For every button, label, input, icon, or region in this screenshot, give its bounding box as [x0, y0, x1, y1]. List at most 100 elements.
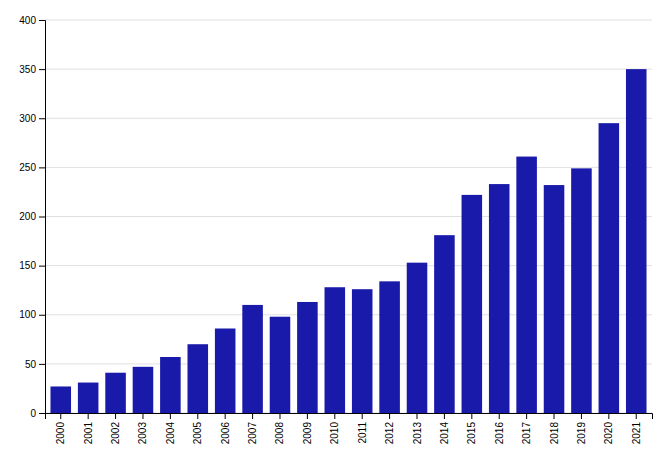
x-tick-mark — [279, 413, 280, 419]
x-tick-label: 2021 — [631, 422, 642, 445]
x-tick-mark — [307, 413, 308, 419]
bar — [270, 317, 291, 413]
plot-area: 0501001502002503003504002000200120022003… — [19, 15, 652, 445]
y-tick-label: 350 — [19, 64, 36, 75]
x-tick: 2014 — [439, 413, 450, 444]
y-tick-mark — [39, 167, 45, 168]
bar — [242, 305, 263, 413]
x-tick-mark — [444, 413, 445, 419]
x-tick: 2016 — [494, 413, 505, 444]
x-tick-label: 2011 — [357, 422, 368, 444]
x-tick-mark — [389, 413, 390, 419]
y-axis-line — [39, 21, 46, 414]
x-tick-mark — [471, 413, 472, 419]
x-tick: 2017 — [521, 413, 532, 444]
y-tick-label: 400 — [19, 15, 36, 26]
chart-container: 0501001502002503003504002000200120022003… — [0, 0, 667, 463]
y-tick: 50 — [25, 359, 45, 370]
y-tick-label: 250 — [19, 162, 36, 173]
x-tick-label: 2018 — [549, 422, 560, 445]
x-tick-label: 2004 — [165, 422, 176, 445]
x-tick: 2005 — [192, 413, 203, 444]
y-tick: 200 — [19, 211, 45, 222]
x-tick: 2000 — [55, 413, 66, 444]
x-tick: 2010 — [329, 413, 340, 444]
x-tick-label: 2020 — [603, 422, 614, 445]
x-tick-mark — [581, 413, 582, 419]
grid-line — [45, 20, 652, 21]
x-axis: 2000 2001 2002 2003 2004 2005 2006 2007 2008 2009… — [46, 413, 653, 444]
x-tick-mark — [142, 413, 143, 419]
x-tick: 2018 — [549, 413, 560, 444]
x-tick-label: 2016 — [494, 422, 505, 445]
x-tick-mark — [115, 413, 116, 419]
y-tick-mark — [39, 69, 45, 70]
bar — [105, 373, 126, 413]
x-tick-label: 2001 — [83, 422, 94, 445]
bar — [516, 157, 537, 413]
x-tick-mark — [608, 413, 609, 419]
bar — [215, 329, 236, 413]
y-tick-mark — [39, 118, 45, 119]
x-tick-mark — [526, 413, 527, 419]
bar — [379, 281, 400, 413]
x-tick-mark — [554, 413, 555, 419]
grid-line — [45, 118, 652, 119]
x-tick-mark — [334, 413, 335, 419]
x-tick: 2020 — [603, 413, 614, 444]
x-tick-mark — [170, 413, 171, 419]
x-tick: 2001 — [83, 413, 94, 444]
x-tick-mark — [60, 413, 61, 419]
bar — [544, 185, 565, 413]
x-tick: 2008 — [274, 413, 285, 444]
y-tick-label: 100 — [19, 309, 36, 320]
y-tick-mark — [39, 364, 45, 365]
bar — [297, 302, 318, 413]
y-tick-label: 50 — [25, 359, 37, 370]
y-tick-mark — [39, 266, 45, 267]
x-tick-label: 2014 — [439, 422, 450, 445]
y-axis: 050100150200250300350400 — [19, 15, 45, 419]
x-tick: 2004 — [165, 413, 176, 444]
y-tick-label: 300 — [19, 113, 36, 124]
x-tick-label: 2017 — [521, 422, 532, 445]
grid-line — [45, 69, 652, 70]
x-tick-label: 2007 — [247, 422, 258, 445]
y-tick: 150 — [19, 260, 45, 271]
y-tick: 300 — [19, 113, 45, 124]
x-tick-label: 2015 — [466, 422, 477, 445]
x-tick: 2009 — [302, 413, 313, 444]
x-tick-label: 2009 — [302, 422, 313, 445]
x-tick-mark — [362, 413, 363, 419]
x-tick-mark — [88, 413, 89, 419]
y-tick: 400 — [19, 15, 45, 26]
x-tick-label: 2012 — [384, 422, 395, 445]
bar — [571, 168, 592, 413]
grid — [45, 20, 652, 413]
x-axis-line — [46, 414, 653, 420]
x-tick: 2012 — [384, 413, 395, 444]
bar — [133, 367, 154, 413]
y-tick-label: 150 — [19, 260, 36, 271]
x-tick-label: 2013 — [412, 422, 423, 445]
y-tick: 100 — [19, 309, 45, 320]
bar — [188, 344, 209, 413]
bar — [599, 123, 620, 413]
x-tick: 2007 — [247, 413, 258, 444]
x-tick-mark — [197, 413, 198, 419]
x-tick: 2015 — [466, 413, 477, 444]
x-tick-mark — [225, 413, 226, 419]
bar — [462, 195, 483, 413]
x-tick-mark — [417, 413, 418, 419]
y-tick-mark — [39, 413, 45, 414]
y-tick: 250 — [19, 162, 45, 173]
bar — [78, 383, 99, 413]
bar — [407, 263, 428, 413]
x-tick-label: 2010 — [329, 422, 340, 445]
y-tick-mark — [39, 217, 45, 218]
x-tick-label: 2003 — [137, 422, 148, 445]
x-tick: 2002 — [110, 413, 121, 444]
x-tick: 2006 — [220, 413, 231, 444]
y-tick: 350 — [19, 64, 45, 75]
x-tick-label: 2006 — [220, 422, 231, 445]
